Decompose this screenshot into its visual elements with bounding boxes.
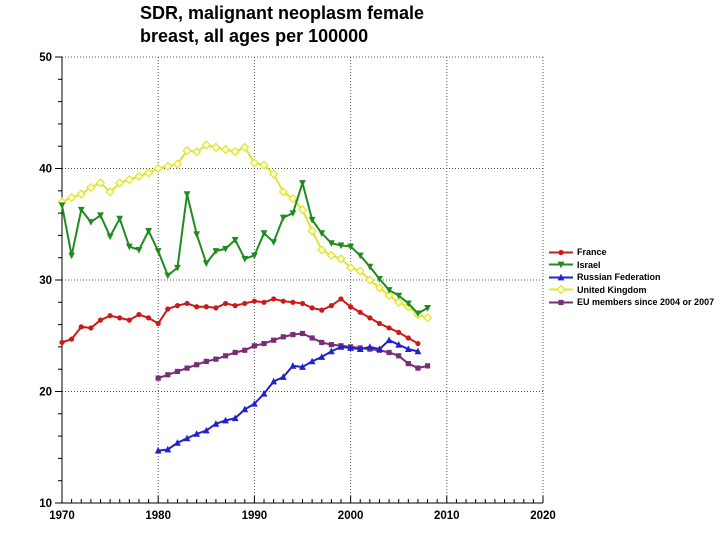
legend-swatch-france-icon [549,249,573,255]
legend-label-eu-members-since-2004-or-2007: EU members since 2004 or 2007 [577,297,715,308]
legend-item-united-kingdom: United Kingdom [548,284,714,297]
y-tick-label-40: 40 [39,164,52,176]
x-tick-label-2010: 2010 [434,510,460,522]
axes [55,56,544,504]
x-tick-label-1990: 1990 [242,510,268,522]
x-tick-label-2000: 2000 [338,510,364,522]
x-tick-label-2020: 2020 [530,510,556,522]
legend-label-france: France [577,247,607,258]
legend-item-eu-members-since-2004-or-2007: EU members since 2004 or 2007 [548,296,714,309]
legend-label-israel: Israel [577,259,601,270]
gridlines [62,56,544,503]
chart-title-line-2: breast, all ages per 100000 [140,26,369,46]
legend-item-israel: Israel [548,259,714,272]
series-line-france [61,297,419,345]
chart-title: SDR, malignant neoplasm female breast, a… [140,2,424,48]
y-tick-label-10: 10 [39,498,52,510]
chart-title-line-1: SDR, malignant neoplasm female [140,3,425,23]
legend: France Israel Russian Federation United Kin… [548,246,714,309]
y-tick-label-30: 30 [39,275,52,287]
legend-item-russian-federation: Russian Federation [548,271,714,284]
series-line-israel [61,179,429,315]
series-line-united-kingdom [61,144,428,319]
series-line-russian-federation [158,339,419,452]
legend-swatch-russian-federation-icon [549,273,573,281]
tick-labels: 1970 1980 1990 2000 2010 2020 10 20 30 40 50 [39,52,556,522]
x-tick-label-1980: 1980 [145,510,171,522]
series-line-eu-members-since-2004-or-2007 [157,332,428,380]
series-israel [58,179,431,318]
y-tick-label-50: 50 [39,52,52,64]
series-france [59,296,421,347]
legend-swatch-israel-icon [549,261,573,269]
legend-swatch-eu-members-since-2004-or-2007-icon [549,299,573,305]
series-russian-federation [154,336,422,454]
x-tick-label-1970: 1970 [49,510,75,522]
y-tick-label-20: 20 [39,387,52,399]
series-united-kingdom [57,140,433,323]
legend-swatch-united-kingdom-icon [549,285,573,295]
legend-label-united-kingdom: United Kingdom [577,284,647,295]
legend-item-france: France [548,246,714,259]
legend-label-russian-federation: Russian Federation [577,272,661,283]
